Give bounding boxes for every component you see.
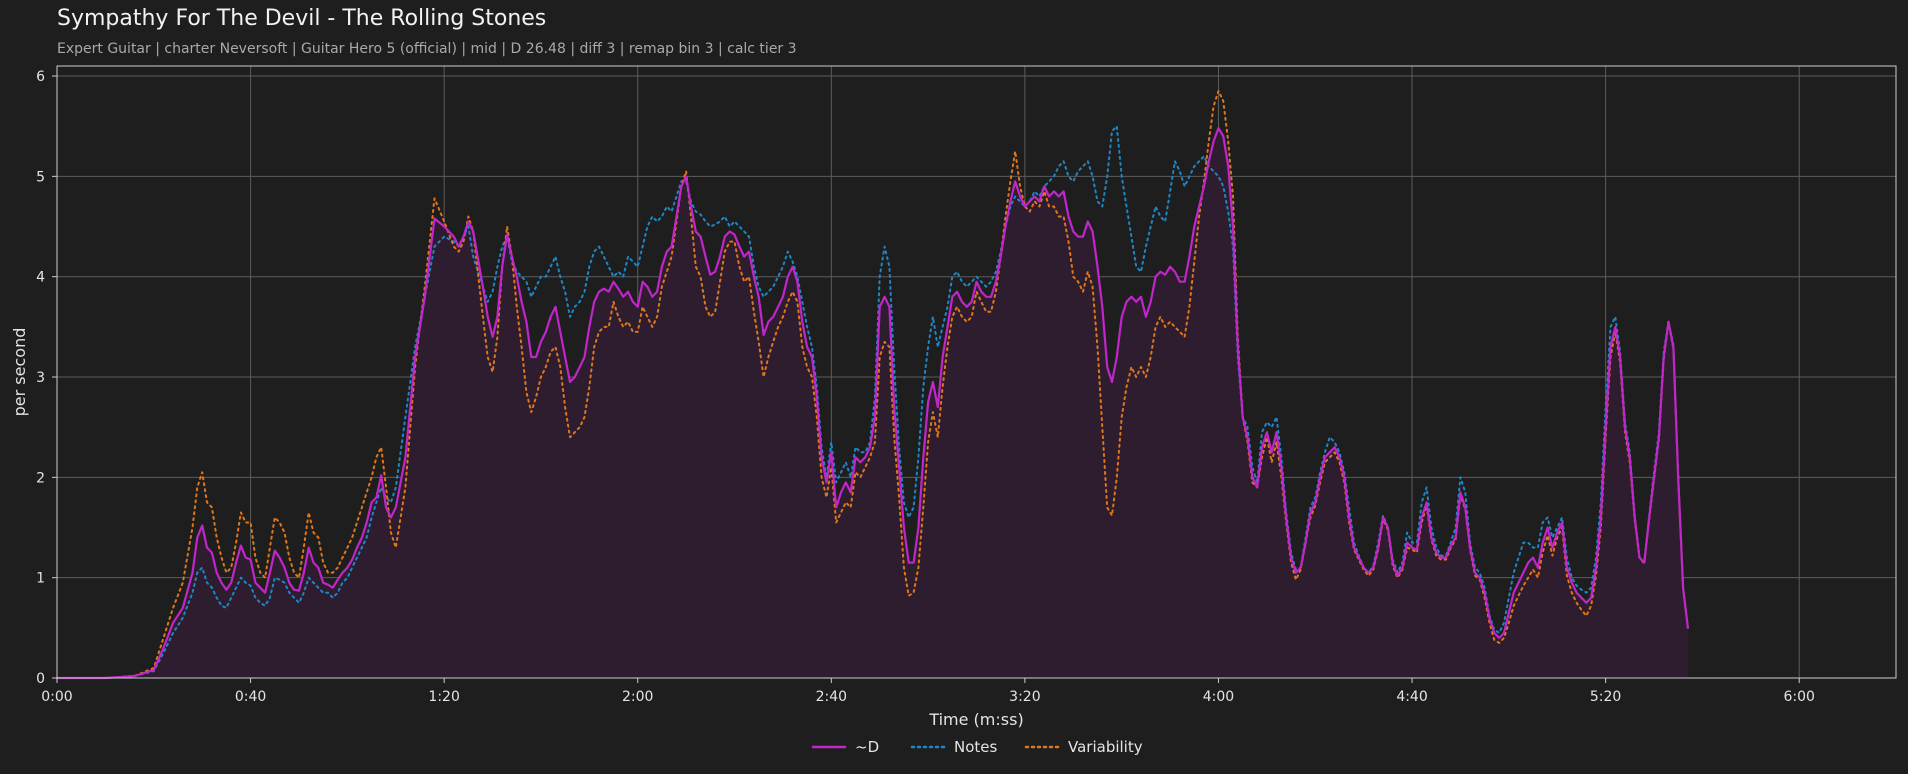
series-fill — [57, 128, 1688, 678]
series-area-fill — [57, 128, 1688, 678]
y-tick-label: 5 — [36, 169, 45, 185]
x-tick-label: 0:00 — [41, 689, 72, 705]
x-tick-label: 2:40 — [816, 689, 847, 705]
series-line-variability — [56, 90, 1689, 679]
y-tick-label: 1 — [36, 571, 45, 587]
plot-frame — [56, 65, 1897, 679]
x-tick-label: 2:00 — [622, 689, 653, 705]
x-tick-label: 5:20 — [1590, 689, 1621, 705]
y-tick-label: 0 — [36, 671, 45, 687]
x-tick-label: 0:40 — [235, 689, 266, 705]
y-tick-label: 3 — [36, 370, 45, 386]
series-lines — [55, 90, 1689, 680]
legend-label: ~D — [855, 738, 879, 756]
chart-subtitle: Expert Guitar | charter Neversoft | Guit… — [57, 41, 797, 57]
y-axis-label: per second — [10, 328, 29, 417]
x-tick-label: 4:40 — [1396, 689, 1427, 705]
legend-label: Notes — [954, 738, 998, 756]
axis-ticks: 0:00 0:40 1:20 2:00 2:40 3:20 4:00 4:40 5:20 6:00… — [36, 69, 1815, 705]
y-tick-label: 4 — [36, 270, 45, 286]
x-tick-label: 1:20 — [428, 689, 459, 705]
legend-label: Variability — [1068, 738, 1143, 756]
series-line-d — [55, 127, 1689, 680]
x-tick-label: 6:00 — [1783, 689, 1814, 705]
legend: ~D Notes Variability — [811, 738, 1143, 756]
chart-title: Sympathy For The Devil - The Rolling Sto… — [57, 6, 547, 31]
x-axis-label: Time (m:ss) — [928, 710, 1023, 729]
y-tick-label: 2 — [36, 470, 45, 486]
x-tick-label: 3:20 — [1009, 689, 1040, 705]
y-tick-label: 6 — [36, 69, 45, 85]
x-tick-label: 4:00 — [1203, 689, 1234, 705]
